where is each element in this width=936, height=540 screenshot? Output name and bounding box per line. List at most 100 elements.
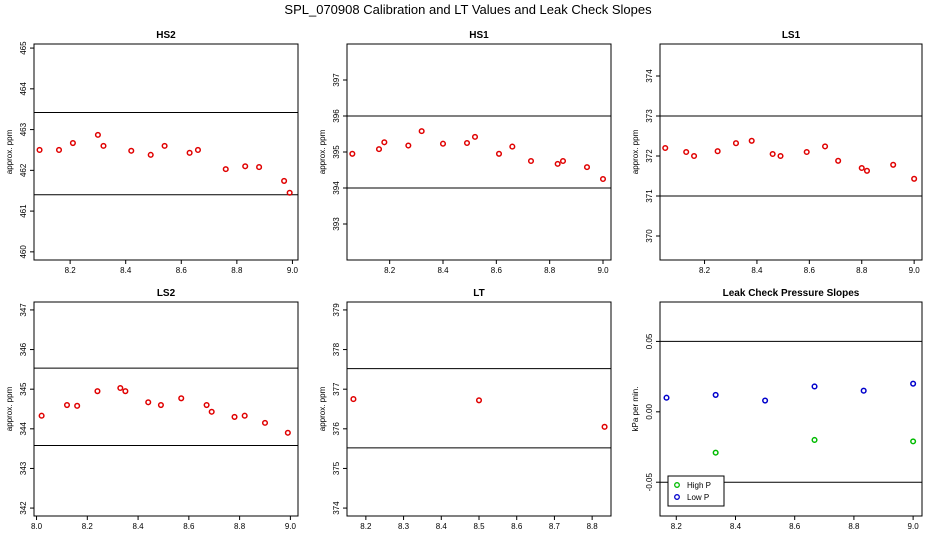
data-point <box>463 139 471 147</box>
y-tick-label: 373 <box>645 109 654 123</box>
data-point <box>100 142 107 149</box>
data-point <box>803 148 810 156</box>
data-point <box>122 388 129 395</box>
y-tick-label: 461 <box>19 204 28 218</box>
x-tick-label: 8.4 <box>436 522 448 531</box>
x-tick-label: 8.6 <box>491 266 503 275</box>
data-point <box>381 139 388 146</box>
legend-label: Low P <box>687 493 709 502</box>
data-point <box>350 396 357 403</box>
y-tick-label: 342 <box>19 501 28 515</box>
figure-title: SPL_070908 Calibration and LT Values and… <box>284 2 652 17</box>
plot-frame <box>659 301 923 517</box>
data-point <box>194 146 202 154</box>
data-point <box>910 380 917 387</box>
y-tick-label: 374 <box>332 501 341 515</box>
y-tick-label: 0.00 <box>645 403 654 419</box>
data-point <box>222 166 229 173</box>
data-point <box>811 383 818 390</box>
data-point <box>439 140 447 147</box>
data-point <box>284 429 291 436</box>
y-tick-label: 377 <box>332 382 341 396</box>
data-point <box>117 384 124 392</box>
y-tick-label: 345 <box>19 382 28 396</box>
data-point <box>858 164 865 172</box>
data-point <box>55 146 63 154</box>
chart-panel: LT 8.2 8.3 8.4 8.5 8.6 8.7 8.8 374 375 376 377 378 37… <box>318 288 612 531</box>
chart-title: HS1 <box>469 30 489 41</box>
data-point <box>186 149 193 156</box>
x-tick-label: 8.2 <box>82 522 94 531</box>
x-tick-label: 8.6 <box>183 522 195 531</box>
data-point <box>811 436 818 444</box>
y-tick-label: 379 <box>332 303 341 317</box>
data-point <box>242 163 249 170</box>
data-point <box>822 143 829 150</box>
x-tick-label: 9.0 <box>285 522 297 531</box>
y-tick-label: 375 <box>332 461 341 475</box>
chart-title: LS2 <box>157 288 176 299</box>
data-point <box>231 413 238 420</box>
y-tick-label: 347 <box>19 303 28 317</box>
data-point <box>418 128 425 135</box>
data-point <box>63 401 71 409</box>
data-point <box>662 144 669 152</box>
y-tick-label: 460 <box>19 245 28 259</box>
data-point <box>748 137 755 144</box>
data-point <box>471 133 479 140</box>
x-tick-label: 8.2 <box>671 522 683 531</box>
chart-title: LT <box>473 288 484 299</box>
data-point <box>128 147 135 154</box>
x-tick-label: 8.5 <box>473 522 485 531</box>
y-tick-label: 462 <box>19 163 28 177</box>
x-tick-label: 9.0 <box>287 266 299 275</box>
x-tick-label: 8.7 <box>549 522 561 531</box>
y-axis-label: kPa per min. <box>631 387 640 432</box>
data-point <box>835 157 842 164</box>
data-point <box>94 131 101 138</box>
x-tick-label: 8.4 <box>133 522 145 531</box>
y-tick-label: 396 <box>332 109 341 123</box>
y-tick-label: 344 <box>19 422 28 436</box>
data-point <box>178 395 185 402</box>
data-point <box>601 423 608 430</box>
y-axis-label: approx. ppm <box>318 129 327 174</box>
data-point <box>241 412 248 419</box>
chart-panel: LS1 8.2 8.4 8.6 8.8 9.0 370 371 372 373 374 approx.… <box>631 30 923 275</box>
y-tick-label: 463 <box>19 122 28 136</box>
data-point <box>147 151 154 158</box>
x-tick-label: 8.6 <box>789 522 801 531</box>
y-tick-label: 465 <box>19 41 28 55</box>
x-tick-label: 8.2 <box>360 522 372 531</box>
y-tick-label: 394 <box>332 181 341 195</box>
y-tick-label: 376 <box>332 422 341 436</box>
plot-frame <box>346 43 612 261</box>
chart-title: LS1 <box>782 30 801 41</box>
data-point <box>256 164 263 171</box>
data-point <box>74 402 81 409</box>
chart-panel: HS1 8.2 8.4 8.6 8.8 9.0 393 394 395 396 397 approx.… <box>318 30 612 275</box>
data-point <box>475 397 483 404</box>
x-tick-label: 8.4 <box>730 522 742 531</box>
data-point <box>583 164 591 171</box>
chart-title: HS2 <box>156 30 176 41</box>
x-tick-label: 8.3 <box>398 522 410 531</box>
data-point <box>863 167 871 174</box>
x-tick-label: 9.0 <box>909 266 921 275</box>
x-tick-label: 9.0 <box>908 522 920 531</box>
y-tick-label: 374 <box>645 69 654 83</box>
data-point <box>286 189 293 196</box>
plot-frame <box>33 301 299 517</box>
x-tick-label: 8.8 <box>848 522 860 531</box>
data-point <box>69 139 76 147</box>
y-axis-label: approx. ppm <box>5 129 14 174</box>
x-tick-label: 8.2 <box>384 266 396 275</box>
data-point <box>890 161 897 168</box>
x-tick-label: 8.4 <box>751 266 763 275</box>
data-point <box>281 177 288 184</box>
x-tick-label: 8.8 <box>587 522 599 531</box>
data-point <box>559 157 567 165</box>
legend-box <box>667 475 725 507</box>
y-tick-label: 0.05 <box>645 333 654 349</box>
